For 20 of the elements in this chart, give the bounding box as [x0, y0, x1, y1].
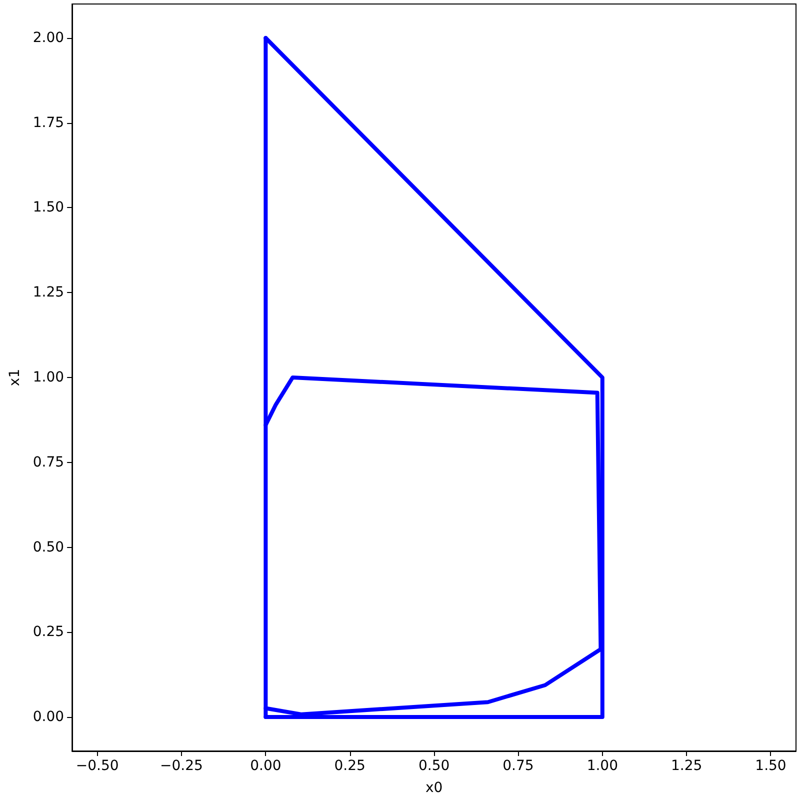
y-tick-label: 0.00	[32, 709, 64, 726]
x-tick-label: 0.50	[418, 758, 450, 774]
y-tick-label: 2.00	[32, 30, 64, 46]
x-tick-label: 0.75	[502, 758, 534, 774]
x-tick-label: 1.25	[670, 758, 702, 774]
x-tick-label: 0.25	[334, 758, 366, 774]
y-tick-label: 0.25	[32, 624, 64, 640]
x-tick-label: 0.00	[250, 758, 282, 774]
x-tick-label: 1.50	[755, 758, 786, 774]
y-tick-label: 0.50	[32, 539, 64, 556]
x-tick-label: 1.00	[586, 758, 618, 774]
x-tick-label: −0.50	[76, 758, 119, 774]
y-tick-label: 1.25	[32, 284, 64, 301]
x-axis-title: x0	[425, 780, 443, 796]
y-tick-label: 0.75	[32, 454, 64, 470]
y-tick-label: 1.75	[32, 114, 64, 131]
y-tick-label: 1.00	[32, 370, 64, 386]
y-tick-label: 1.50	[32, 200, 64, 216]
y-axis-title: x1	[7, 368, 23, 386]
x-tick-label: −0.25	[160, 758, 203, 774]
